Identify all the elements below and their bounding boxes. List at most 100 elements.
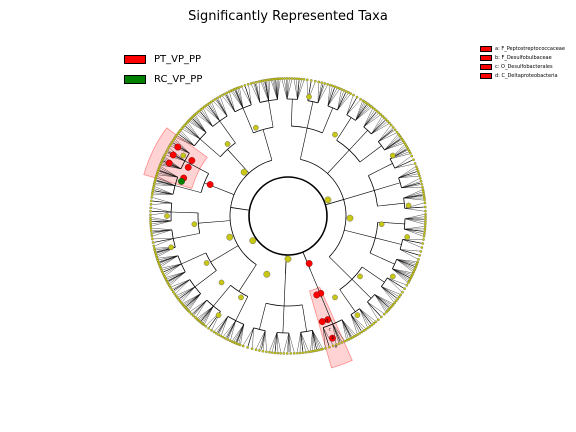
leaf-node bbox=[352, 93, 355, 97]
leaf-branch bbox=[153, 229, 172, 234]
leaf-branch bbox=[341, 319, 347, 339]
leaf-branch bbox=[161, 165, 181, 170]
leaf-branch bbox=[288, 332, 291, 352]
taxon-node bbox=[404, 234, 410, 240]
leaf-node bbox=[371, 106, 375, 110]
leaf-node bbox=[149, 203, 153, 206]
leaf-branch bbox=[225, 320, 236, 338]
leaf-branch bbox=[159, 171, 178, 178]
leaf-node bbox=[423, 227, 427, 231]
branch-line bbox=[261, 330, 266, 350]
leaf-node bbox=[382, 312, 386, 316]
leaf-node bbox=[424, 209, 427, 213]
clade-label: a: F_Peptostreptococcaceae bbox=[495, 45, 565, 52]
leaf-node bbox=[424, 220, 427, 224]
leaf-branch bbox=[403, 189, 422, 199]
leaf-branch bbox=[341, 319, 356, 335]
branch-arc bbox=[327, 105, 338, 111]
clade-label: c: O_Desulfobacterales bbox=[495, 63, 553, 70]
leaf-branch bbox=[404, 208, 424, 212]
leaf-node bbox=[309, 79, 313, 82]
leaf-branch bbox=[269, 332, 278, 351]
clade-swatch bbox=[480, 72, 492, 79]
enriched-node bbox=[178, 177, 185, 185]
leaf-branch bbox=[234, 90, 244, 109]
cladogram-nodes bbox=[149, 77, 427, 355]
leaf-branch bbox=[396, 259, 414, 270]
leaf-node bbox=[228, 339, 232, 343]
leaf-branch bbox=[287, 332, 290, 353]
leaf-branch bbox=[378, 132, 396, 142]
leaf-branch bbox=[404, 228, 423, 237]
leaf-branch bbox=[186, 124, 201, 140]
leaf-node bbox=[384, 118, 388, 121]
leaf-node bbox=[296, 351, 299, 355]
leaf-branch bbox=[402, 239, 421, 248]
leaf-node bbox=[302, 78, 306, 81]
leaf-branch bbox=[374, 294, 391, 307]
leaf-branch bbox=[381, 286, 396, 300]
leaf-branch bbox=[378, 130, 395, 142]
leaf-node bbox=[328, 345, 331, 349]
branch-line bbox=[359, 145, 382, 163]
clade-marker-label: c bbox=[329, 327, 331, 332]
leaf-branch bbox=[158, 173, 178, 178]
branch-line bbox=[377, 202, 405, 207]
leaf-branch bbox=[151, 217, 172, 222]
leaf-branch bbox=[294, 80, 298, 100]
leaf-branch bbox=[312, 330, 317, 350]
leaf-branch bbox=[258, 83, 261, 103]
leaf-branch bbox=[398, 176, 419, 178]
leaf-branch bbox=[156, 181, 176, 186]
leaf-branch bbox=[384, 138, 400, 151]
leaf-branch bbox=[403, 193, 423, 199]
leaf-branch bbox=[229, 93, 236, 112]
enriched-node bbox=[305, 260, 313, 267]
branch-line bbox=[217, 316, 229, 333]
figure-title: Significantly Represented Taxa bbox=[188, 9, 388, 24]
clade-label: d: C_Deltaproteobacteria bbox=[495, 72, 558, 79]
leaf-branch bbox=[384, 139, 401, 151]
leaf-branch bbox=[327, 89, 340, 107]
leaf-node bbox=[385, 310, 388, 314]
leaf-branch bbox=[192, 118, 207, 133]
leaf-branch bbox=[384, 143, 404, 151]
clade-label: b: F_Desulfobulbaceae bbox=[495, 54, 552, 61]
leaf-node bbox=[298, 351, 302, 355]
leaf-branch bbox=[238, 324, 244, 343]
leaf-branch bbox=[233, 91, 244, 109]
leaf-branch bbox=[392, 268, 408, 281]
taxon-node bbox=[389, 152, 396, 159]
leaf-node bbox=[309, 350, 313, 353]
leaf-branch bbox=[396, 259, 414, 269]
leaf-branch bbox=[327, 86, 330, 107]
leaf-branch bbox=[401, 181, 420, 188]
clade-swatch bbox=[480, 45, 492, 52]
leaf-branch bbox=[253, 84, 261, 103]
branch-arc bbox=[389, 158, 396, 169]
enriched-node bbox=[184, 163, 192, 171]
leaf-node bbox=[366, 326, 370, 330]
leaf-node bbox=[394, 299, 398, 303]
clade-highlights bbox=[143, 127, 353, 369]
leaf-branch bbox=[160, 168, 178, 178]
legend-swatch-red bbox=[124, 54, 146, 64]
leaf-branch bbox=[355, 101, 363, 121]
leaf-branch bbox=[261, 82, 269, 101]
leaf-node bbox=[418, 254, 422, 257]
branch-arc bbox=[212, 115, 228, 127]
leaf-branch bbox=[262, 330, 266, 350]
branch-line bbox=[174, 185, 202, 193]
leaf-branch bbox=[404, 228, 424, 232]
leaf-node bbox=[358, 331, 362, 335]
branch-arc bbox=[291, 125, 323, 134]
leaf-node bbox=[418, 177, 422, 180]
leaf-node bbox=[420, 183, 424, 186]
leaf-branch bbox=[237, 324, 244, 343]
leaf-node bbox=[335, 86, 339, 89]
leaf-branch bbox=[154, 238, 174, 243]
leaf-node bbox=[224, 337, 227, 340]
leaf-branch bbox=[247, 327, 254, 347]
branch-arc bbox=[346, 114, 356, 121]
leaf-branch bbox=[198, 305, 214, 319]
